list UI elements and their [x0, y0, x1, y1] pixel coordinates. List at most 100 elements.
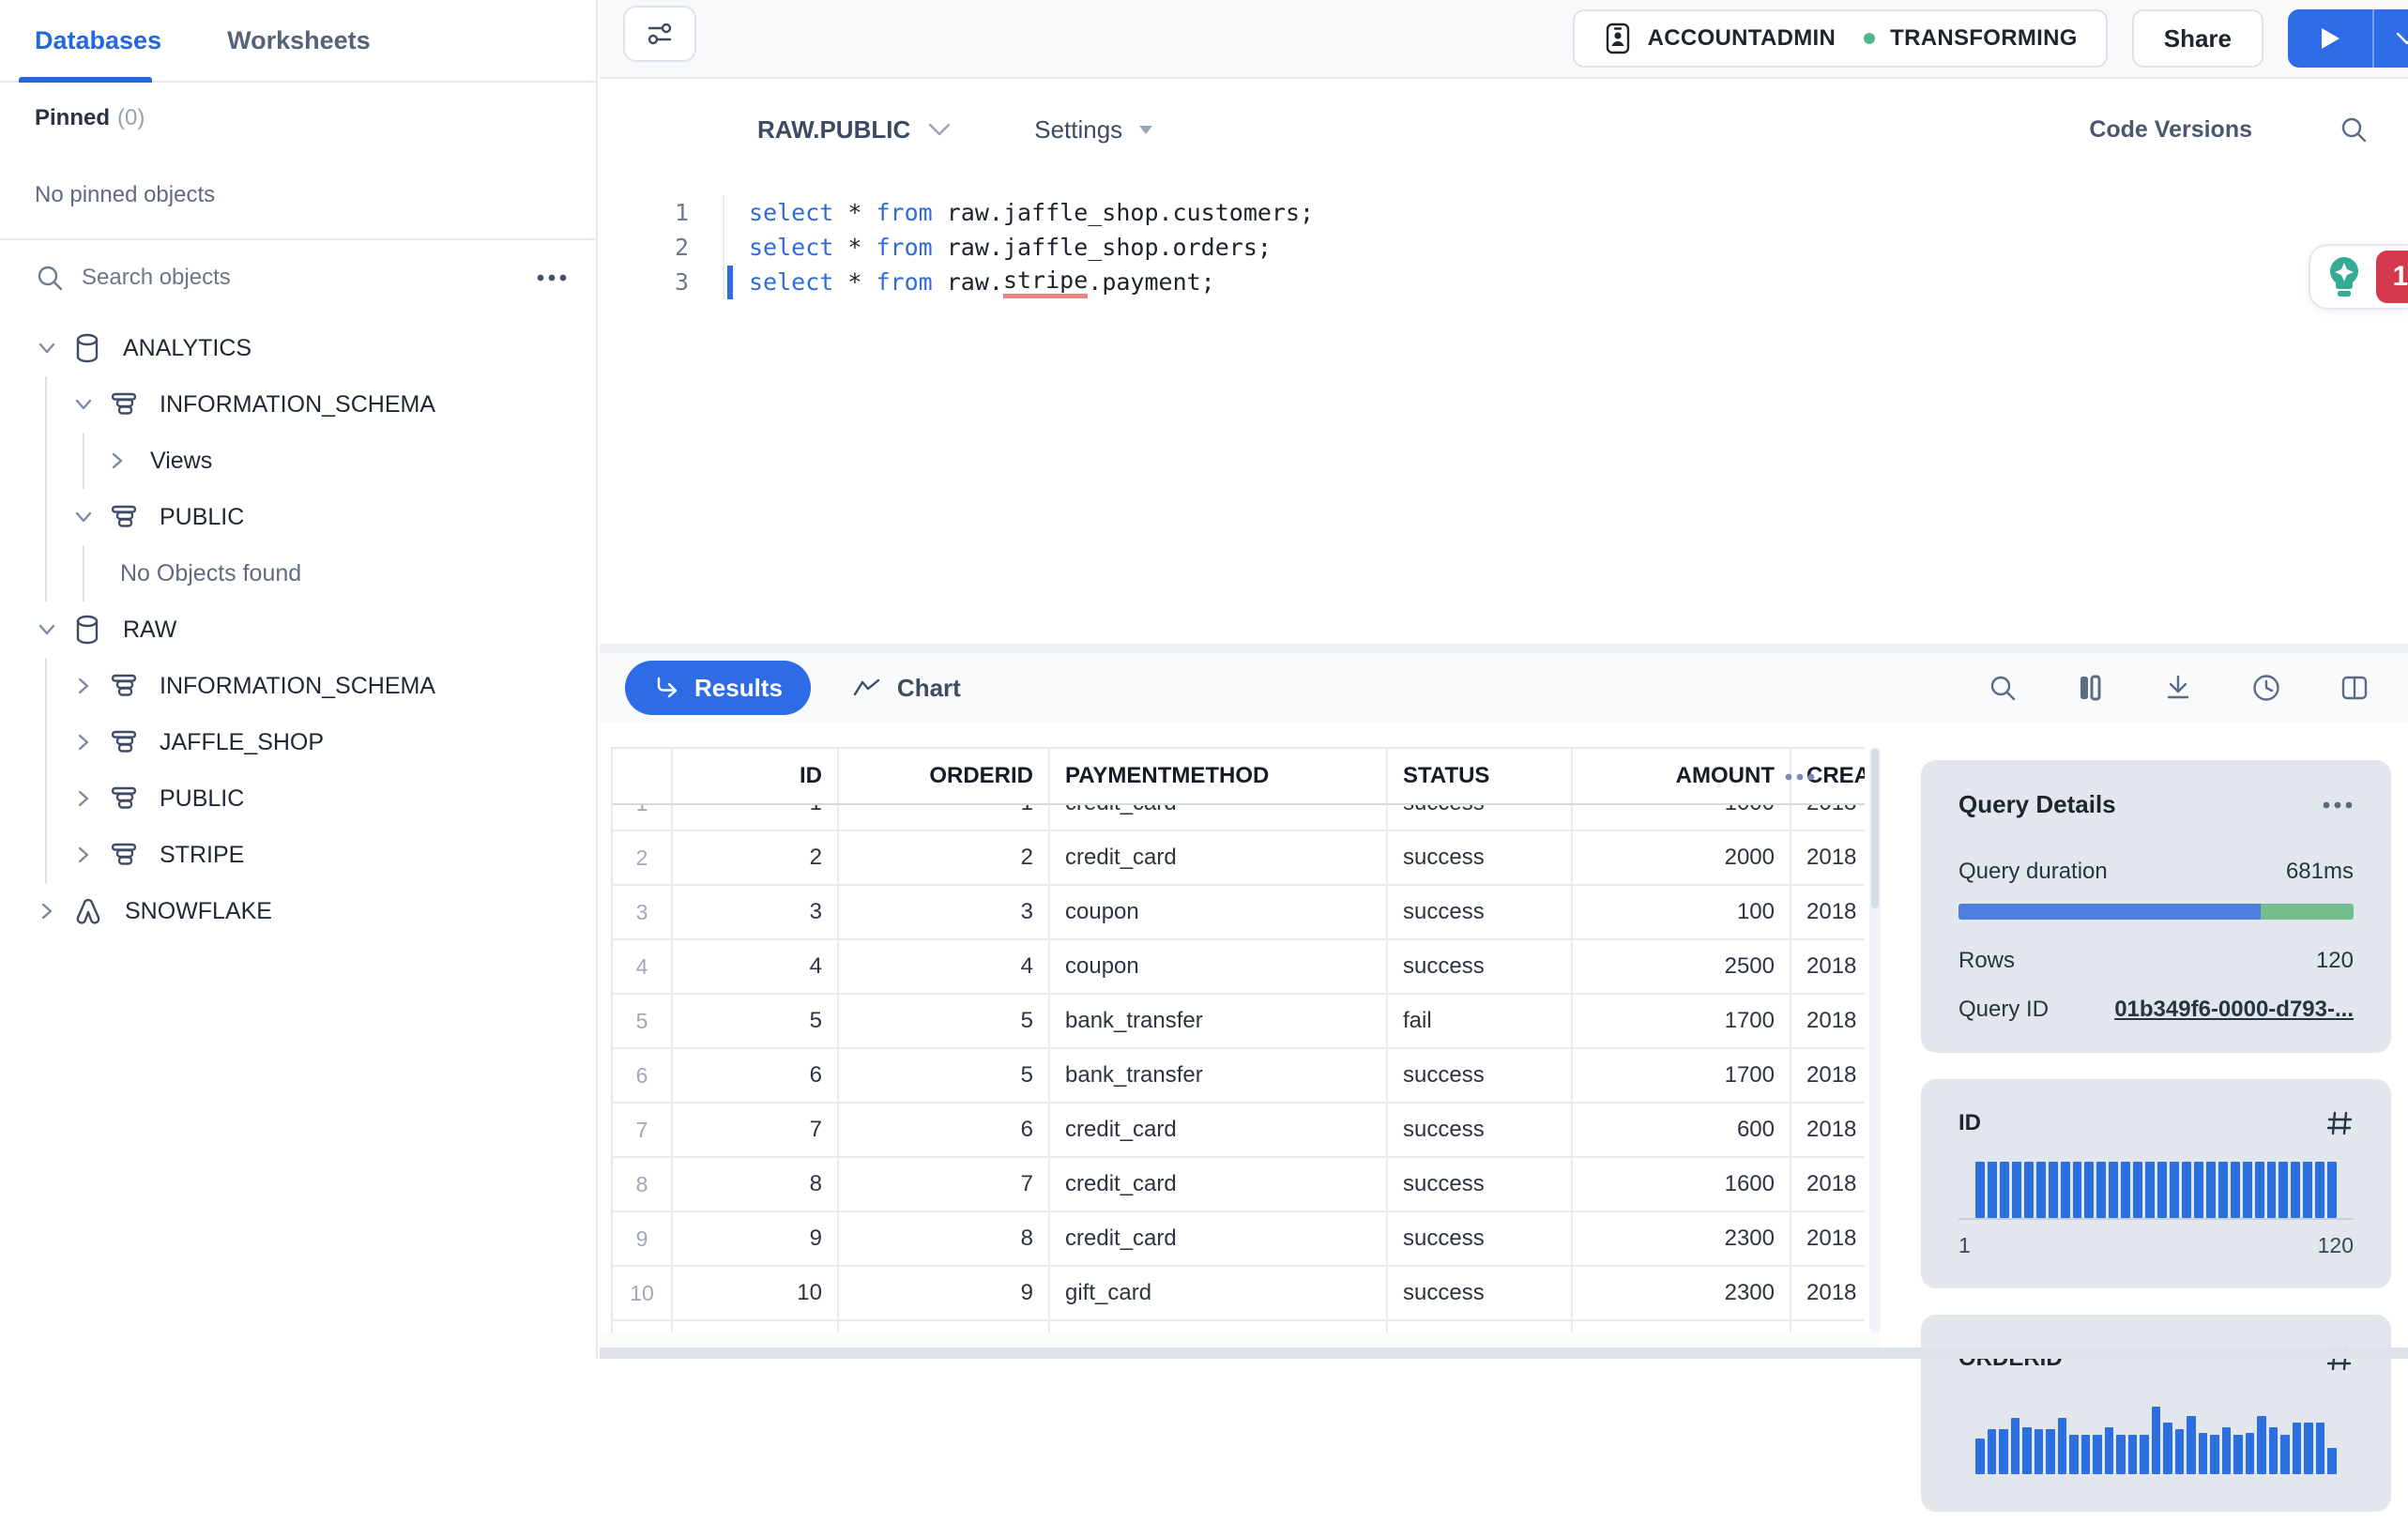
histogram-bar	[2278, 1162, 2289, 1218]
code-text: select * from raw.jaffle_shop.orders;	[724, 234, 1272, 261]
histogram-bar	[2072, 1162, 2082, 1218]
table-cell: success	[1388, 1104, 1573, 1156]
code-token: select	[749, 268, 834, 296]
editor-search-icon[interactable]	[2339, 114, 2369, 145]
chevron-down-icon[interactable]	[71, 397, 96, 412]
magnifier-icon[interactable]	[1988, 673, 2018, 703]
histogram-bar	[2242, 1162, 2252, 1218]
filters-button[interactable]	[623, 6, 696, 62]
tab-worksheets[interactable]: Worksheets	[227, 25, 371, 54]
chevron-right-icon[interactable]	[71, 788, 96, 809]
code-token: from	[876, 234, 933, 261]
tab-chart[interactable]: Chart	[852, 674, 961, 703]
table-row[interactable]: 3 3 3 coupon success 100 2018	[613, 886, 1865, 940]
column-stats-card-id[interactable]: ID 1 120	[1921, 1079, 2391, 1288]
tree-item-label: SNOWFLAKE	[125, 897, 272, 924]
chevron-right-icon[interactable]	[71, 732, 96, 753]
vertical-scrollbar-thumb[interactable]	[1871, 749, 1879, 908]
table-row[interactable]: 5 5 5 bank_transfer fail 1700 2018	[613, 995, 1865, 1049]
search-input[interactable]	[82, 265, 536, 291]
chevron-right-icon[interactable]	[35, 901, 59, 921]
code-versions-link[interactable]: Code Versions	[2089, 115, 2252, 143]
table-cell: 1600	[1573, 1158, 1791, 1211]
code-line-3[interactable]: 3 select * from raw. stripe .payment;	[600, 265, 2408, 299]
role-warehouse-selector[interactable]: ACCOUNTADMIN TRANSFORMING	[1572, 9, 2108, 68]
tree-item-snowflake[interactable]: SNOWFLAKE	[0, 883, 596, 939]
run-button[interactable]	[2288, 9, 2374, 68]
chevron-right-icon[interactable]	[105, 450, 130, 471]
tree-item-information-schema[interactable]: INFORMATION_SCHEMA	[0, 376, 596, 433]
column-header-paymentmethod[interactable]: PAYMENTMETHOD	[1050, 749, 1388, 803]
tab-databases[interactable]: Databases	[35, 25, 162, 54]
horizontal-scrollbar[interactable]	[600, 1348, 2408, 1359]
tree-item-public[interactable]: PUBLIC	[0, 770, 596, 827]
suggestion-bulb-icon[interactable]	[2322, 254, 2367, 299]
table-row[interactable]: 2 2 2 credit_card success 2000 2018	[613, 831, 1865, 886]
row-number-cell: 10	[613, 1267, 673, 1319]
table-row[interactable]: 7 7 6 credit_card success 600 2018	[613, 1104, 1865, 1158]
table-cell: 2	[839, 831, 1050, 884]
histogram-bar	[2174, 1429, 2185, 1474]
column-header-amount[interactable]: AMOUNT	[1573, 749, 1791, 803]
table-row[interactable]: 4 4 4 coupon success 2500 2018	[613, 940, 1865, 995]
column-header-id[interactable]: ID	[673, 749, 839, 803]
results-table: IDORDERIDPAYMENTMETHODSTATUSAMOUNTCREATE…	[611, 747, 1865, 1332]
settings-dropdown[interactable]: Settings	[1034, 115, 1154, 145]
table-cell: 8	[673, 1158, 839, 1211]
share-button[interactable]: Share	[2131, 9, 2263, 68]
table-row[interactable]: 111110credit_cardsuccess2018	[613, 1321, 1865, 1332]
code-line-1[interactable]: 1 select * from raw.jaffle_shop.customers…	[600, 195, 2408, 230]
orderid-histogram	[1975, 1407, 2337, 1474]
column-stats-card-orderid[interactable]: ORDERID	[1921, 1315, 2391, 1512]
table-cell: 2018	[1791, 995, 1865, 1047]
column-header-created[interactable]: CREATED	[1791, 749, 1865, 803]
code-token: *	[833, 268, 876, 296]
run-options-button[interactable]	[2374, 9, 2408, 68]
tree-item-raw[interactable]: RAW	[0, 601, 596, 658]
tree-item-stripe[interactable]: STRIPE	[0, 827, 596, 883]
table-cell: credit_card	[1050, 805, 1388, 830]
table-row[interactable]: 8 8 7 credit_card success 1600 2018	[613, 1158, 1865, 1212]
code-area[interactable]: 1 select * from raw.jaffle_shop.customers…	[600, 195, 2408, 299]
error-count-badge[interactable]: 1	[2376, 251, 2408, 303]
tree-item-label: RAW	[123, 616, 177, 643]
histogram-bar	[2034, 1429, 2044, 1474]
tab-results[interactable]: Results	[625, 661, 811, 715]
table-row[interactable]: 6 6 5 bank_transfer success 1700 2018	[613, 1049, 1865, 1104]
editor-hint-pill: 1	[2309, 244, 2408, 310]
tree-item-public[interactable]: PUBLIC	[0, 489, 596, 545]
column-header-status[interactable]: STATUS	[1388, 749, 1573, 803]
database-context-dropdown[interactable]: RAW.PUBLIC	[757, 115, 953, 145]
column-header-orderid[interactable]: ORDERID	[839, 749, 1050, 803]
columns-icon[interactable]	[2074, 672, 2106, 704]
tree-item-information-schema[interactable]: INFORMATION_SCHEMA	[0, 658, 596, 714]
chevron-down-icon[interactable]	[35, 341, 59, 356]
tree-item-analytics[interactable]: ANALYTICS	[0, 320, 596, 376]
code-token: from	[876, 268, 933, 296]
editor-header: RAW.PUBLIC Settings Code Versions	[600, 103, 2408, 156]
query-id-link[interactable]: 01b349f6-0000-d793-...	[2114, 997, 2354, 1022]
hidden-columns-icon[interactable]	[1784, 749, 1816, 805]
code-line-2[interactable]: 2 select * from raw.jaffle_shop.orders;	[600, 230, 2408, 265]
table-row[interactable]: 111credit_cardsuccess10002018	[613, 805, 1865, 831]
download-icon[interactable]	[2162, 672, 2194, 704]
sidebar-more-icon[interactable]	[536, 273, 568, 282]
duration-execution-segment	[1958, 904, 2262, 920]
history-icon[interactable]	[2250, 672, 2282, 704]
tree-item-views[interactable]: Views	[0, 433, 596, 489]
chevron-right-icon[interactable]	[71, 676, 96, 696]
table-row[interactable]: 10 10 9 gift_card success 2300 2018	[613, 1267, 1865, 1321]
histogram-bar	[2163, 1423, 2172, 1474]
chevron-right-icon[interactable]	[71, 845, 96, 865]
table-row[interactable]: 9 9 8 credit_card success 2300 2018	[613, 1212, 1865, 1267]
active-tab-underline	[19, 77, 152, 83]
tree-item-jaffle-shop[interactable]: JAFFLE_SHOP	[0, 714, 596, 770]
chevron-down-icon[interactable]	[71, 510, 96, 525]
search-icon	[35, 263, 65, 293]
query-details-menu-icon[interactable]	[2322, 800, 2354, 810]
layout-split-icon[interactable]	[2339, 672, 2370, 704]
chevron-down-icon[interactable]	[35, 622, 59, 637]
editor-results-splitter[interactable]	[600, 644, 2408, 653]
histogram-bar	[2327, 1162, 2338, 1218]
histogram-bar	[1987, 1162, 1997, 1218]
